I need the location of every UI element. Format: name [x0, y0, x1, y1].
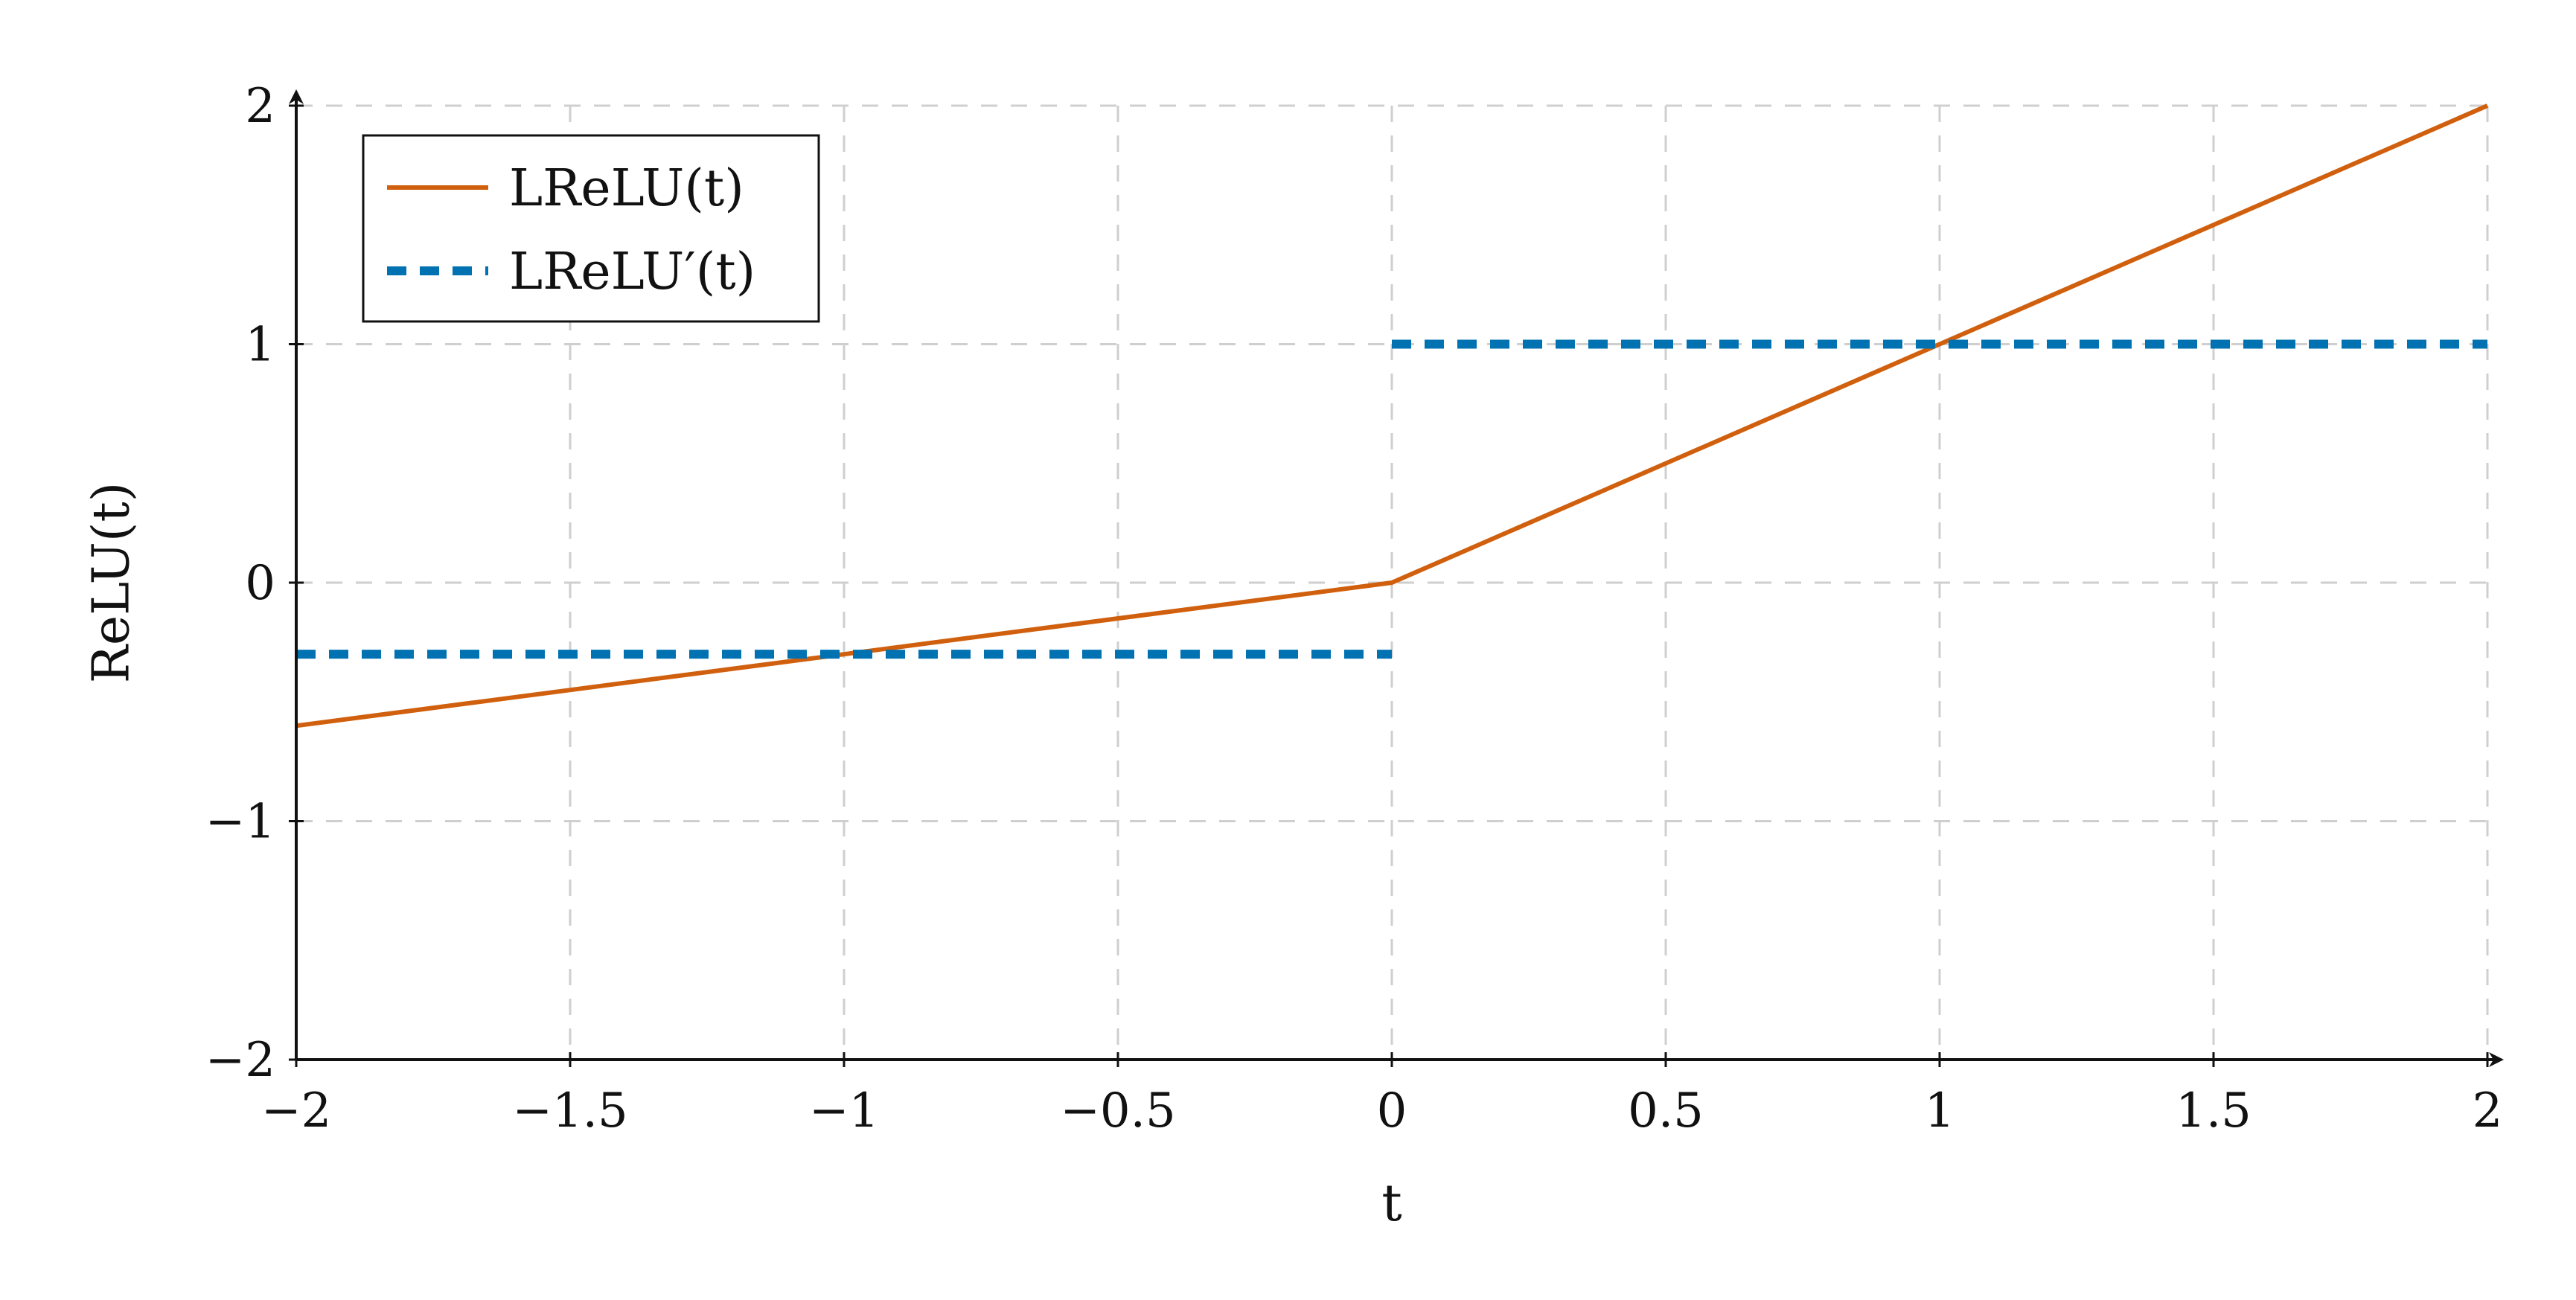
series-layer	[295, 103, 2489, 729]
grid	[296, 104, 2489, 1060]
tick-labels: −2 −1.5 −1 −0.5 0 0.5 1 1.5 2 −2 −1 0 1 2	[205, 79, 2503, 1139]
legend-box	[362, 134, 820, 323]
x-axis-label: t	[1381, 1174, 1402, 1233]
x-tick-label-1: −1.5	[512, 1083, 627, 1139]
y-tick-label-0: −2	[205, 1033, 275, 1088]
y-tick-label-4: 2	[245, 79, 275, 134]
x-axis-arrow-icon	[2489, 1052, 2504, 1067]
x-tick-label-3: −0.5	[1060, 1083, 1175, 1139]
legend: LReLU(t) LReLU′(t)	[362, 134, 820, 323]
legend-label-lrelu-derivative: LReLU′(t)	[509, 243, 755, 301]
x-tick-label-0: −2	[261, 1083, 331, 1139]
axes	[289, 89, 2504, 1067]
x-tick-label-7: 1.5	[2176, 1083, 2251, 1139]
x-tick-label-5: 0.5	[1628, 1083, 1704, 1139]
y-tick-label-3: 1	[245, 318, 275, 373]
x-tick-label-8: 2	[2473, 1083, 2503, 1139]
y-axis-label: ReLU(t)	[83, 482, 141, 684]
y-axis-arrow-icon	[289, 89, 304, 104]
legend-label-lrelu: LReLU(t)	[509, 159, 744, 218]
y-tick-label-2: 0	[245, 556, 275, 611]
series-line-0-segment-0	[295, 103, 2489, 729]
x-tick-label-4: 0	[1377, 1083, 1407, 1139]
y-tick-label-1: −1	[205, 795, 275, 850]
x-tick-label-6: 1	[1925, 1083, 1955, 1139]
x-tick-label-2: −1	[809, 1083, 879, 1139]
